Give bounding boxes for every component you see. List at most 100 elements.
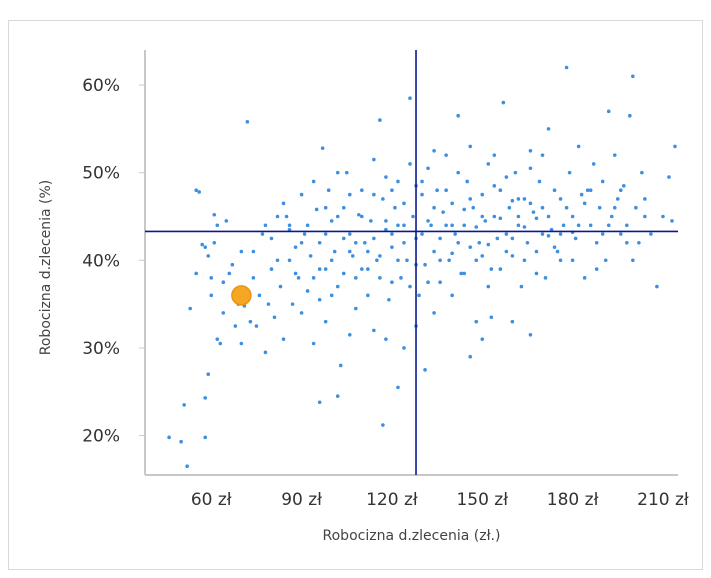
data-point [588,223,593,228]
data-point [360,214,364,219]
data-point [381,423,385,427]
x-axis-title: Robocizna d.zlecenia (zł.) [323,528,501,544]
reference-lines [145,50,678,475]
data-point [555,249,560,254]
data-point [507,205,512,210]
data-point [558,232,563,236]
data-point [540,232,545,236]
data-point [323,232,328,236]
data-point [372,236,376,241]
data-point [558,258,563,263]
data-point [516,223,521,228]
data-point [378,118,382,122]
data-point [311,179,316,184]
data-point [609,214,614,219]
data-point [341,271,346,276]
data-point [450,201,454,206]
y-tick-label: 60% [82,76,120,96]
data-point [323,267,328,271]
data-point [408,162,412,166]
data-point [408,284,412,289]
data-point [441,210,445,214]
data-point [251,276,256,280]
data-point [275,258,280,263]
data-point [185,464,189,469]
data-point [570,214,575,219]
data-point [498,216,503,221]
data-point [203,396,208,400]
data-point [263,223,268,228]
data-point [480,337,485,341]
data-point [254,324,259,328]
data-point [603,258,608,263]
data-point [426,280,430,285]
data-point [594,267,599,271]
data-point [197,190,202,194]
data-point [459,271,463,276]
data-point [528,148,533,153]
data-point [618,232,623,236]
data-point [621,184,626,188]
x-tick-label: 60 zł [191,490,232,510]
data-point [384,227,388,232]
data-point [670,219,674,223]
data-point [492,214,497,219]
data-point [408,96,412,100]
data-point [411,214,415,219]
data-point [585,188,590,193]
data-point [582,276,587,280]
data-point [567,170,572,175]
data-point [510,254,515,258]
data-point [600,232,605,236]
data-point [546,233,551,238]
data-point [570,258,575,263]
data-point [200,242,205,247]
data-point [263,350,268,355]
data-point [480,192,485,197]
data-point [516,197,521,201]
data-point [456,170,460,175]
data-point [438,236,442,241]
highlighted-point[interactable] [231,285,252,306]
data-point [257,293,262,298]
data-point [591,162,596,166]
data-point [432,205,436,210]
data-point [444,223,448,228]
data-point [489,267,494,271]
data-point [588,188,593,193]
data-point [438,258,442,263]
data-point [558,197,563,201]
data-point [468,197,473,201]
y-axis-title: Robocizna d.zlecenia (%) [38,180,54,355]
data-point [347,249,352,254]
data-point [344,170,349,175]
data-point [474,225,479,229]
data-point [420,232,424,236]
x-tick-label: 180 zł [547,490,599,510]
data-point [396,223,400,228]
data-point [206,372,211,377]
data-point [564,205,569,210]
data-point [299,192,304,197]
data-point [486,284,491,289]
data-point [296,276,301,280]
data-point [618,188,623,193]
data-point [194,188,198,193]
data-point [667,175,671,179]
data-point [332,249,337,254]
data-point [305,289,310,293]
data-point [579,192,584,197]
data-point [311,341,316,346]
data-point [628,113,632,118]
data-point [188,306,192,311]
data-point [221,280,226,285]
data-point [468,245,473,249]
data-point [287,258,292,263]
data-point [468,354,473,359]
data-point [540,153,545,157]
data-point [402,223,406,228]
data-point [483,219,488,223]
data-point [203,245,208,249]
data-point [498,188,503,193]
data-point [335,284,340,289]
